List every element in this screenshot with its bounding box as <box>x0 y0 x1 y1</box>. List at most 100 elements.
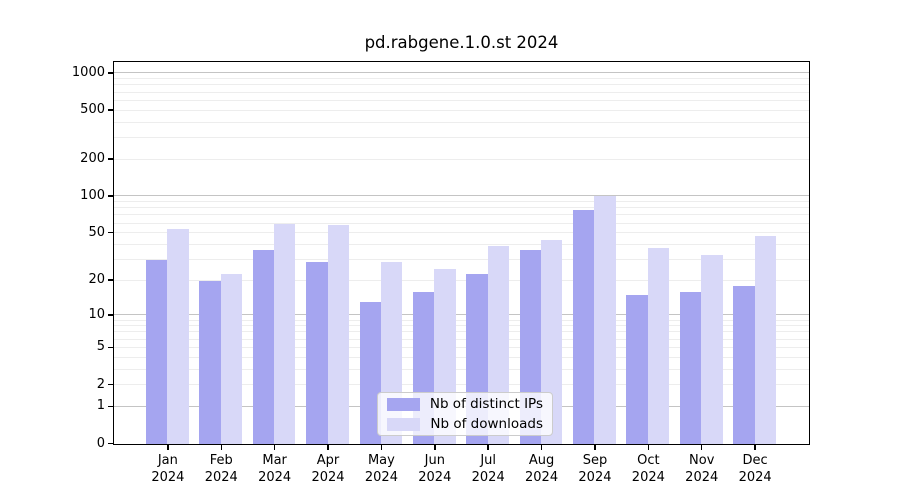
x-tick-year: 2024 <box>204 470 238 485</box>
gridline-minor <box>114 356 809 358</box>
y-tick-mark <box>108 405 113 408</box>
x-tick-label: Oct 2024 <box>616 452 680 486</box>
gridline-minor <box>114 243 809 245</box>
plot-area: Nb of distinct IPs Nb of downloads <box>113 61 810 445</box>
x-tick-month: Jan <box>157 453 178 468</box>
gridline-major <box>114 195 809 197</box>
x-tick-year: 2024 <box>525 470 559 485</box>
gridline-minor <box>114 258 809 260</box>
x-tick-year: 2024 <box>258 470 292 485</box>
x-tick-label: Jul 2024 <box>456 452 520 486</box>
y-tick-label: 200 <box>80 151 105 167</box>
x-tick-year: 2024 <box>685 470 719 485</box>
bar-downloads <box>754 236 776 444</box>
x-tick-mark <box>434 445 436 450</box>
y-tick-mark <box>108 109 113 111</box>
x-tick-year: 2024 <box>311 470 345 485</box>
y-tick-mark <box>108 346 113 349</box>
x-tick-month: Jun <box>424 453 445 468</box>
gridline-minor <box>114 109 809 111</box>
gridline-minor <box>114 232 809 234</box>
x-tick-year: 2024 <box>418 470 452 485</box>
gridline-minor <box>114 319 809 321</box>
x-tick-year: 2024 <box>151 470 185 485</box>
x-tick-mark <box>647 445 650 450</box>
y-tick-label: 2 <box>96 376 105 392</box>
gridline-minor <box>114 207 809 209</box>
bar-distinct-ips <box>573 209 595 444</box>
bar-distinct-ips <box>252 250 275 444</box>
x-tick-mark <box>167 445 169 450</box>
x-tick-label: Jan 2024 <box>136 452 200 486</box>
bar-distinct-ips <box>146 259 168 444</box>
y-tick-mark <box>108 314 113 316</box>
x-tick-mark <box>273 445 276 450</box>
y-tick-label: 100 <box>80 187 105 203</box>
bar-downloads <box>167 229 189 444</box>
gridline-minor <box>114 201 809 203</box>
y-tick-label: 5 <box>96 339 105 355</box>
x-tick-month: Mar <box>262 453 287 468</box>
x-tick-month: Dec <box>742 453 768 468</box>
bar-distinct-ips <box>306 261 328 444</box>
y-tick-label: 20 <box>88 272 105 288</box>
y-tick-mark <box>108 72 113 74</box>
x-tick-month: Sep <box>582 453 608 468</box>
x-tick-label: May 2024 <box>349 452 413 486</box>
x-tick-month: May <box>367 453 395 468</box>
x-tick-month: Nov <box>689 453 715 468</box>
x-tick-month: Oct <box>637 453 660 468</box>
gridline-minor <box>114 331 809 333</box>
y-tick-mark <box>108 231 113 234</box>
gridline-major <box>114 72 809 74</box>
legend: Nb of distinct IPs Nb of downloads <box>377 392 553 436</box>
gridline-minor <box>114 384 809 386</box>
y-tick-label: 500 <box>80 102 105 118</box>
bar-downloads <box>594 195 616 444</box>
y-tick-mark <box>108 195 113 197</box>
x-tick-mark <box>700 445 703 450</box>
legend-swatch <box>387 397 420 411</box>
x-tick-year: 2024 <box>738 470 772 485</box>
bar-downloads <box>220 273 243 444</box>
y-tick-label: 10 <box>88 306 105 322</box>
x-tick-mark <box>540 445 543 450</box>
x-tick-mark <box>220 445 223 450</box>
x-tick-year: 2024 <box>364 470 398 485</box>
bar-distinct-ips <box>359 302 381 444</box>
x-tick-month: Apr <box>316 453 340 468</box>
x-tick-label: Jun 2024 <box>403 452 467 486</box>
bar-downloads <box>701 254 723 444</box>
gridline-minor <box>114 368 809 370</box>
y-tick-mark <box>108 279 113 281</box>
y-tick-label: 0 <box>96 435 105 451</box>
y-tick-mark <box>108 158 113 160</box>
x-tick-label: Feb 2024 <box>189 452 253 486</box>
gridline-minor <box>114 136 809 138</box>
gridline-minor <box>114 158 809 160</box>
bar-distinct-ips <box>199 280 221 444</box>
y-tick-label: 1 <box>96 398 105 414</box>
bar-downloads <box>327 225 349 444</box>
x-tick-label: Dec 2024 <box>723 452 787 486</box>
x-tick-label: Nov 2024 <box>670 452 734 486</box>
y-tick-label: 1000 <box>71 64 105 80</box>
x-tick-label: Mar 2024 <box>243 452 307 486</box>
x-tick-mark <box>754 445 756 450</box>
bar-distinct-ips <box>626 295 648 444</box>
x-tick-mark <box>380 445 383 450</box>
x-tick-month: Jul <box>480 453 497 468</box>
x-tick-mark <box>594 445 596 450</box>
y-tick-label: 50 <box>88 224 105 240</box>
gridline-minor <box>114 279 809 281</box>
bar-distinct-ips <box>679 292 702 444</box>
x-tick-mark <box>487 445 489 450</box>
x-tick-year: 2024 <box>578 470 612 485</box>
legend-swatch <box>387 417 420 431</box>
gridline-minor <box>114 325 809 327</box>
legend-label: Nb of downloads <box>430 416 543 432</box>
x-tick-year: 2024 <box>631 470 665 485</box>
gridline-minor <box>114 78 809 80</box>
gridline-minor <box>114 84 809 86</box>
